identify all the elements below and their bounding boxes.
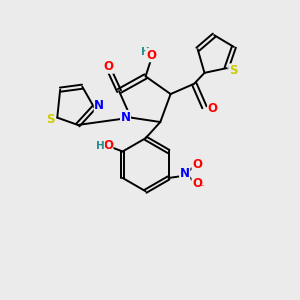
Text: N: N bbox=[121, 110, 130, 124]
Text: H: H bbox=[141, 47, 149, 57]
Text: O: O bbox=[146, 49, 156, 62]
Text: O: O bbox=[192, 158, 202, 171]
Text: O: O bbox=[208, 102, 218, 115]
Text: ⁻: ⁻ bbox=[200, 182, 204, 191]
Text: S: S bbox=[46, 112, 55, 126]
Text: N: N bbox=[94, 99, 104, 112]
Text: H: H bbox=[96, 141, 104, 151]
Text: O: O bbox=[103, 139, 113, 152]
Text: S: S bbox=[229, 64, 237, 77]
Text: O: O bbox=[104, 60, 114, 73]
Text: O: O bbox=[192, 177, 202, 190]
Text: N: N bbox=[180, 167, 190, 180]
